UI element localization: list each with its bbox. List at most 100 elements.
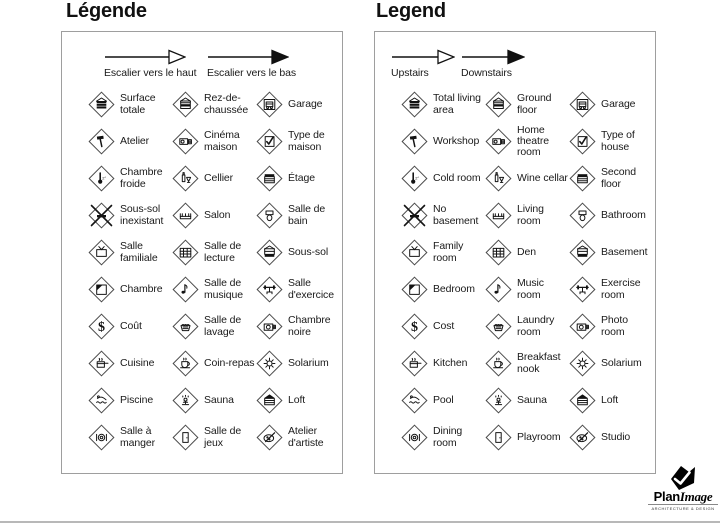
bed-icon <box>401 276 428 303</box>
sauna-icon <box>172 387 199 414</box>
logo-image-word: Image <box>679 489 713 504</box>
legend-grid-fr: Surface totale Rez-de-chaussée Garage Ateli… <box>62 86 342 456</box>
legend-item: Living room <box>485 197 569 234</box>
stair-arrow-down: Escalier vers le bas <box>207 48 310 79</box>
legend-item-label: Wine cellar <box>517 171 568 184</box>
x-mark-icon <box>88 202 115 229</box>
wine-icon <box>485 165 512 192</box>
legend-item: Dining room <box>401 419 485 456</box>
garage-icon <box>256 91 283 118</box>
svg-text:2°: 2° <box>415 176 419 181</box>
legend-item-label: Atelier d'artiste <box>288 425 324 449</box>
toilet-icon <box>569 202 596 229</box>
bookshelf-icon <box>172 239 199 266</box>
legend-item-label: Workshop <box>433 134 480 147</box>
legend-item-label: Laundry room <box>517 314 555 338</box>
garage-icon <box>569 91 596 118</box>
legend-item-label: Salle de lavage <box>204 314 242 338</box>
thermometer-icon: 2° <box>88 165 115 192</box>
wine-icon <box>172 165 199 192</box>
legend-item: Sous-sol <box>256 234 340 271</box>
legend-item: Rez-de-chaussée <box>172 86 256 123</box>
legend-item-label: Garage <box>288 97 323 110</box>
legend-item-label: Playroom <box>517 430 561 443</box>
planimage-logo-icon <box>671 466 695 490</box>
legend-item-label: Salle de lecture <box>204 240 242 264</box>
legend-item: Wine cellar <box>485 160 569 197</box>
legend-item-label: Cinéma maison <box>204 129 240 153</box>
basket-icon <box>172 313 199 340</box>
house-top-icon <box>569 165 596 192</box>
legend-item-label: Garage <box>601 97 636 110</box>
bookshelf-icon <box>485 239 512 266</box>
stair-arrow-label: Upstairs <box>391 67 429 79</box>
stair-up-arrow-icon <box>105 49 186 65</box>
logo-tagline: ARCHITECTURE & DESIGN <box>648 504 718 511</box>
legend-item-label: Cellier <box>204 171 234 184</box>
legend-item: Studio <box>569 419 653 456</box>
legend-item: Salle de musique <box>172 271 256 308</box>
house-roof-icon <box>569 387 596 414</box>
pool-icon <box>401 387 428 414</box>
stair-arrow-up: Escalier vers le haut <box>104 48 207 79</box>
legend-item-label: No basement <box>433 203 479 227</box>
legend-item: 2° Chambre froide <box>88 160 172 197</box>
legend-item: Loft <box>569 382 653 419</box>
legend-item: Salle de bain <box>256 197 340 234</box>
legend-item-label: Living room <box>517 203 544 227</box>
legend-item-label: Coût <box>120 319 142 332</box>
legend-title-fr: Légende <box>66 0 147 22</box>
legend-item: Chambre noire <box>256 308 340 345</box>
legend-item-label: Coin-repas <box>204 356 255 369</box>
house-top-icon <box>256 165 283 192</box>
legend-item: Type of house <box>569 123 653 160</box>
stair-arrows-fr: Escalier vers le haut Escalier vers le ba… <box>62 48 342 86</box>
legend-item: No basement <box>401 197 485 234</box>
projector-icon <box>172 128 199 155</box>
legend-item: Salle de lecture <box>172 234 256 271</box>
legend-item: Solarium <box>256 345 340 382</box>
legend-item-label: Salon <box>204 208 231 221</box>
legend-item: Solarium <box>569 345 653 382</box>
legend-item: Breakfast nook <box>485 345 569 382</box>
legend-item-label: Type de maison <box>288 129 325 153</box>
legend-item-label: Salle à manger <box>120 425 156 449</box>
legend-item: Atelier d'artiste <box>256 419 340 456</box>
dollar-icon: $ <box>88 313 115 340</box>
legend-item: $ Cost <box>401 308 485 345</box>
hammer-icon <box>88 128 115 155</box>
legend-item-label: Den <box>517 245 536 258</box>
legend-item-label: Atelier <box>120 134 150 147</box>
legend-item: Ground floor <box>485 86 569 123</box>
legend-item-label: Sous-sol <box>288 245 329 258</box>
legend-item: Salle à manger <box>88 419 172 456</box>
stair-arrow-up: Upstairs <box>391 48 461 79</box>
stair-up-arrow-icon <box>392 49 455 65</box>
legend-item-label: Dining room <box>433 425 463 449</box>
legend-item-label: Family room <box>433 240 464 264</box>
house-bottom-icon <box>569 239 596 266</box>
dumbbell-icon <box>569 276 596 303</box>
bed-icon <box>88 276 115 303</box>
legend-item-label: Rez-de-chaussée <box>204 92 249 116</box>
legend-item-label: Salle de jeux <box>204 425 242 449</box>
legend-item: Family room <box>401 234 485 271</box>
legend-item: Total living area <box>401 86 485 123</box>
legend-item-label: Surface totale <box>120 92 156 116</box>
pot-icon <box>88 350 115 377</box>
x-mark-icon <box>401 202 428 229</box>
legend-item-label: Loft <box>288 393 306 406</box>
legend-item: Laundry room <box>485 308 569 345</box>
legend-item: Photo room <box>569 308 653 345</box>
legend-item-label: Home theatre room <box>517 123 549 159</box>
legend-item: Basement <box>569 234 653 271</box>
legend-panel-fr: Escalier vers le haut Escalier vers le ba… <box>61 31 343 474</box>
legend-item-label: Salle de bain <box>288 203 326 227</box>
legend-item: Kitchen <box>401 345 485 382</box>
house-all-icon <box>88 91 115 118</box>
legend-item-label: Basement <box>601 245 648 258</box>
sun-icon <box>569 350 596 377</box>
legend-item: Workshop <box>401 123 485 160</box>
door-icon <box>172 424 199 451</box>
